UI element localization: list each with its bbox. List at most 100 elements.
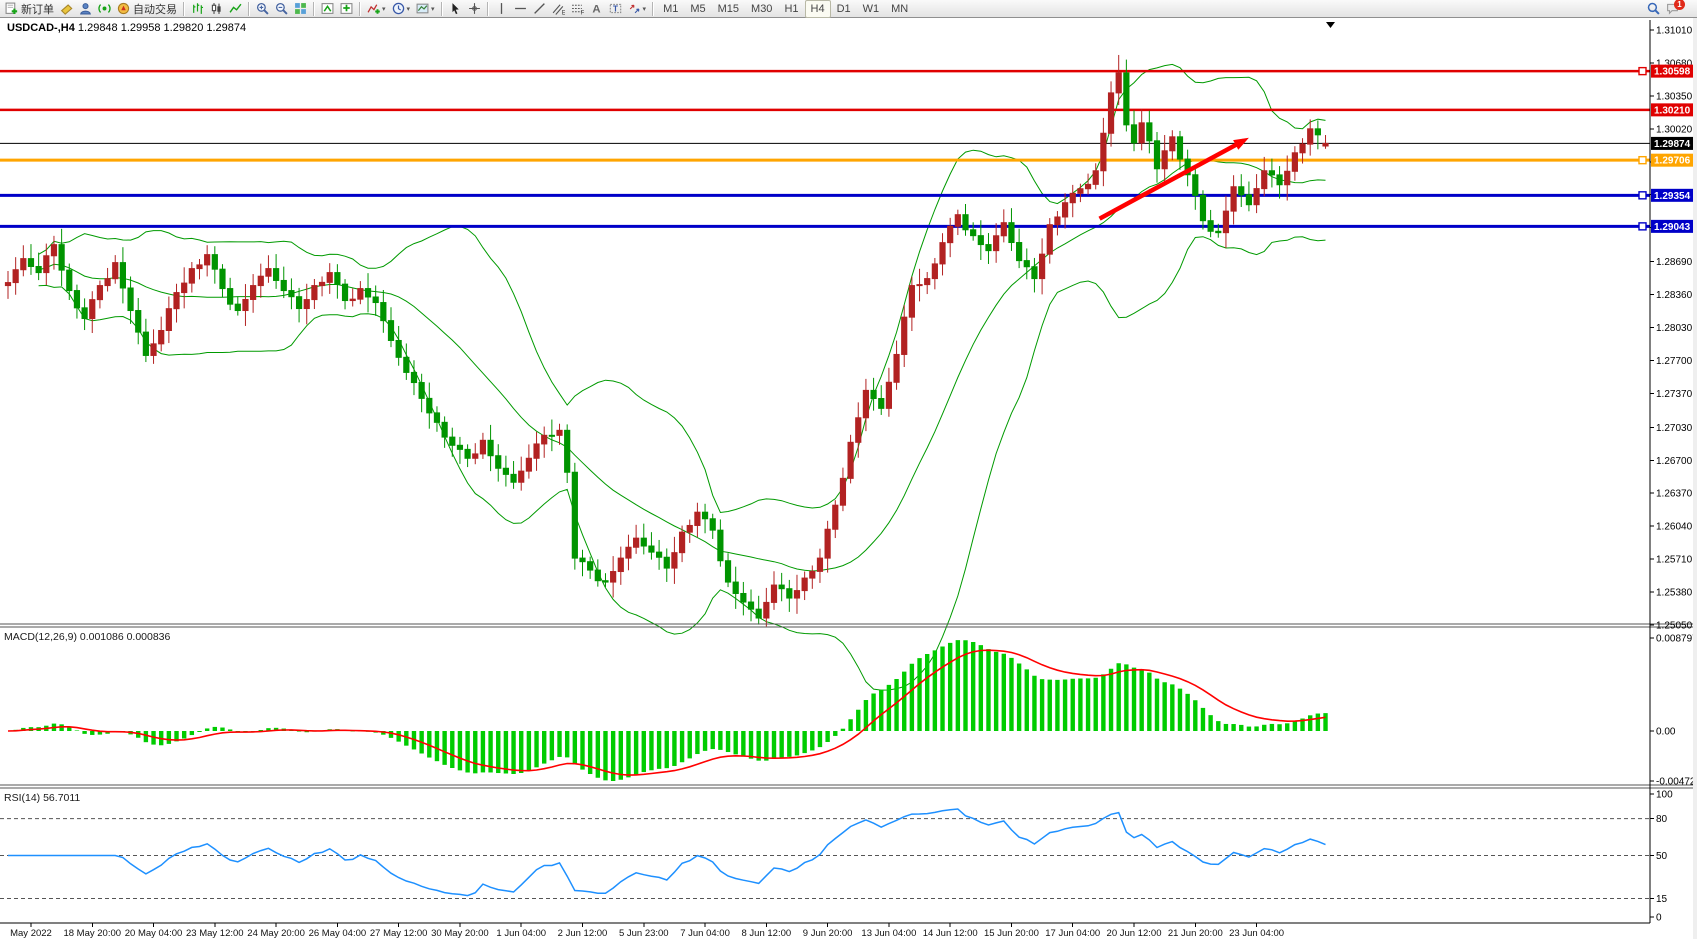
notification-badge: 1 bbox=[1674, 0, 1685, 10]
horizontal-line-button[interactable] bbox=[511, 0, 530, 18]
timeframe-m15[interactable]: M15 bbox=[717, 2, 740, 15]
auto-trading-button-label: 自动交易 bbox=[133, 3, 177, 16]
zoom-in-button[interactable] bbox=[253, 0, 272, 18]
arrows-icon bbox=[629, 4, 639, 14]
trendline-button[interactable] bbox=[530, 0, 549, 18]
text-button[interactable]: A bbox=[587, 0, 606, 18]
timeframe-d1[interactable]: D1 bbox=[836, 2, 851, 15]
svg-text:13 Jun 04:00: 13 Jun 04:00 bbox=[861, 928, 916, 939]
notifications-button[interactable]: 1 bbox=[1663, 0, 1693, 18]
arrows-button[interactable]: ▾ bbox=[625, 0, 650, 18]
new-order-button-label: 新订单 bbox=[21, 3, 54, 16]
chart-title: USDCAD-,H4 1.29848 1.29958 1.29820 1.298… bbox=[7, 22, 246, 34]
chart-symbol: USDCAD-,H4 bbox=[7, 22, 75, 34]
svg-text:8 Jun 12:00: 8 Jun 12:00 bbox=[742, 928, 792, 939]
rsi-line bbox=[8, 808, 1326, 897]
periods-button[interactable]: ▾ bbox=[389, 0, 414, 18]
templates-button[interactable]: ▾ bbox=[413, 0, 438, 18]
tile-windows-icon bbox=[295, 3, 306, 14]
zoom-out-button[interactable] bbox=[272, 0, 291, 18]
hline-handle[interactable] bbox=[1638, 191, 1647, 200]
new-order-button[interactable]: 新订单 bbox=[2, 0, 57, 18]
svg-text:1.29706: 1.29706 bbox=[1654, 156, 1691, 167]
candle-chart-icon bbox=[211, 3, 221, 14]
chevron-down-icon: ▾ bbox=[642, 5, 647, 13]
signal-button[interactable] bbox=[95, 0, 114, 18]
svg-text:26 May 04:00: 26 May 04:00 bbox=[309, 928, 367, 939]
cursor-button[interactable] bbox=[446, 0, 465, 18]
periods-clock-icon bbox=[392, 2, 404, 15]
text-label-button[interactable]: T bbox=[606, 0, 625, 18]
signal-icon bbox=[98, 4, 111, 13]
macd-indicator-label: MACD(12,26,9) 0.001086 0.000836 bbox=[4, 631, 171, 643]
timeframe-m30[interactable]: M30 bbox=[751, 2, 773, 15]
svg-text:1.27030: 1.27030 bbox=[1656, 423, 1693, 434]
text-icon: A bbox=[592, 3, 600, 15]
svg-text:1 Jun 04:00: 1 Jun 04:00 bbox=[496, 928, 546, 939]
hline-handle[interactable] bbox=[1638, 222, 1647, 231]
vertical-line-button[interactable] bbox=[492, 0, 511, 18]
svg-text:1.30210: 1.30210 bbox=[1654, 105, 1691, 116]
hline-handle[interactable] bbox=[1638, 155, 1647, 165]
crosshair-icon bbox=[468, 3, 480, 14]
chevron-down-icon: ▾ bbox=[431, 5, 435, 13]
timeframe-w1[interactable]: W1 bbox=[862, 2, 880, 15]
macd-signal-line bbox=[7, 649, 1326, 776]
text-label-icon: T bbox=[609, 3, 621, 14]
horizontal-price-lines bbox=[0, 69, 1650, 228]
bar-chart-button[interactable] bbox=[188, 0, 207, 18]
timeframe-mn[interactable]: MN bbox=[891, 2, 909, 15]
svg-text:0.00: 0.00 bbox=[1656, 727, 1676, 738]
price-label-box bbox=[1651, 136, 1696, 150]
candlestick-chart-button[interactable] bbox=[207, 0, 226, 18]
price-axis[interactable]: 1.310101.306801.303501.300201.296901.293… bbox=[1638, 20, 1697, 924]
ticket-icon bbox=[60, 4, 73, 15]
price-label-box bbox=[1651, 188, 1696, 202]
cascade-button[interactable] bbox=[337, 0, 356, 18]
svg-text:14 Jun 12:00: 14 Jun 12:00 bbox=[923, 928, 978, 939]
svg-text:-0.004725: -0.004725 bbox=[1656, 776, 1697, 787]
hline-handle[interactable] bbox=[1638, 66, 1647, 76]
equidistant-channel-button[interactable]: E bbox=[549, 0, 568, 18]
price-label-box bbox=[1651, 64, 1696, 78]
timeframe-h1[interactable]: H1 bbox=[784, 2, 799, 15]
crosshair-button[interactable] bbox=[465, 0, 484, 18]
toolbar-separator bbox=[183, 1, 185, 16]
arrange-b-icon bbox=[340, 3, 353, 14]
trend-arrow[interactable] bbox=[1098, 137, 1249, 221]
profile-button[interactable] bbox=[76, 0, 95, 18]
svg-text:23 May 12:00: 23 May 12:00 bbox=[186, 928, 244, 939]
fibonacci-icon: F bbox=[571, 4, 584, 15]
toolbar-separator bbox=[486, 1, 489, 16]
timeframe-h4[interactable]: H4 bbox=[804, 0, 831, 18]
line-chart-icon bbox=[229, 3, 242, 13]
svg-text:27 May 12:00: 27 May 12:00 bbox=[370, 928, 428, 939]
auto-trading-button[interactable]: 自动交易 bbox=[114, 0, 180, 18]
svg-text:0: 0 bbox=[1656, 913, 1662, 924]
svg-text:1.27700: 1.27700 bbox=[1656, 356, 1693, 367]
main-toolbar: 新订单 自动交易 ▾ ▾ ▾ E F A T ▾ M1 M5 M15 M30 H1 H4 D1 W1 MN 1 bbox=[0, 0, 1697, 18]
svg-text:18 May 20:00: 18 May 20:00 bbox=[63, 928, 121, 939]
svg-text:100: 100 bbox=[1656, 790, 1673, 801]
svg-text:1.28360: 1.28360 bbox=[1656, 290, 1693, 301]
svg-text:17 Jun 04:00: 17 Jun 04:00 bbox=[1045, 928, 1100, 939]
line-chart-button[interactable] bbox=[226, 0, 245, 18]
ticket-button[interactable] bbox=[57, 0, 76, 18]
zoom-in-icon bbox=[256, 2, 269, 15]
profile-icon bbox=[80, 3, 91, 15]
svg-text:1.28030: 1.28030 bbox=[1656, 323, 1693, 334]
svg-text:E: E bbox=[561, 10, 564, 15]
timeframe-m1[interactable]: M1 bbox=[663, 2, 679, 15]
tile-windows-button[interactable] bbox=[291, 0, 310, 18]
price-label-box bbox=[1651, 219, 1696, 233]
rsi-indicator-label: RSI(14) 56.7011 bbox=[4, 792, 81, 804]
fibonacci-button[interactable]: F bbox=[568, 0, 587, 18]
svg-text:1.26700: 1.26700 bbox=[1656, 456, 1693, 467]
timeframe-m5[interactable]: M5 bbox=[690, 2, 706, 15]
auto-arrange-button[interactable] bbox=[318, 0, 337, 18]
time-axis[interactable]: May 2022 18 May 20:00 20 May 04:00 23 May 1… bbox=[0, 922, 1650, 939]
svg-text:May 2022: May 2022 bbox=[10, 928, 52, 939]
indicators-button[interactable]: ▾ bbox=[364, 0, 389, 18]
search-button[interactable] bbox=[1644, 0, 1663, 18]
